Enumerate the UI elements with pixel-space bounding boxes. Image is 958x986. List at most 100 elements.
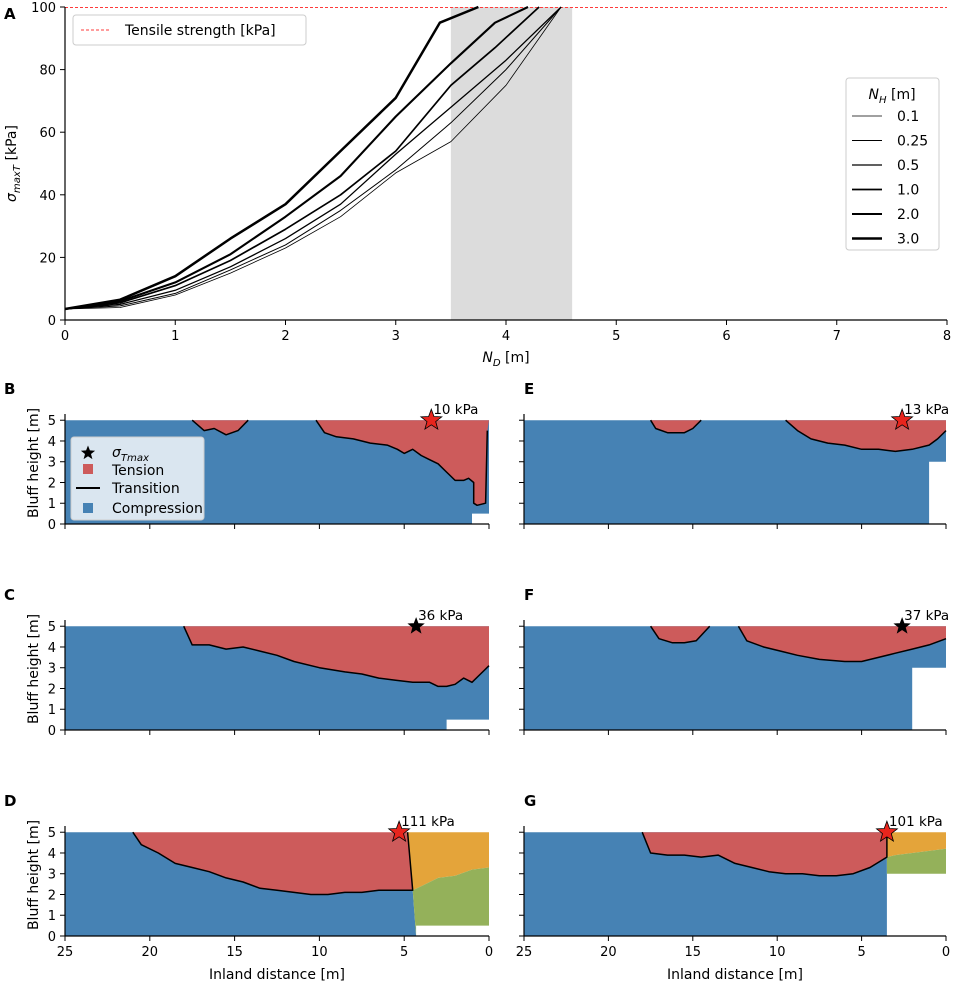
transition-green-region	[412, 867, 489, 936]
x-tick-label: 5	[400, 945, 408, 960]
x-tick-label: 5	[857, 945, 865, 960]
transition-orange-region	[886, 832, 946, 858]
tension-region	[650, 626, 710, 643]
transition-line	[641, 831, 888, 877]
panel-letter-d: D	[4, 792, 16, 810]
sigma-max-star	[419, 408, 443, 431]
x-tick-label: 0	[485, 945, 493, 960]
stress-annotation: 10 kPa	[433, 402, 478, 418]
panel-letter-g: G	[524, 792, 536, 810]
y-axis-label: Bluff height [m]	[26, 820, 42, 930]
failure-band	[450, 7, 573, 320]
series-line-0.5	[64, 6, 562, 310]
y-tick-label: 3	[48, 868, 56, 883]
x-tick-label: 15	[226, 945, 243, 960]
transition-green-region	[886, 848, 946, 874]
panel-c: 0 1 2 3 4 5 Bluff height [m] C 36 kPa	[4, 586, 490, 739]
legend-sigma-label: σTmax	[112, 445, 150, 464]
nh-legend-label: 0.25	[897, 134, 928, 150]
x-tick-label: 15	[685, 945, 702, 960]
stress-annotation: 111 kPa	[401, 814, 455, 830]
transition-line	[649, 419, 702, 434]
nh-legend-title: NH [m]	[868, 87, 915, 106]
x-tick-label: 20	[142, 945, 159, 960]
y-axis-label: Bluff height [m]	[26, 408, 42, 518]
sigma-max-star	[893, 617, 911, 634]
transition-line	[315, 419, 489, 507]
y-tick-label: 40	[39, 189, 56, 204]
legend-compression-swatch	[83, 503, 93, 513]
tension-region	[183, 626, 489, 687]
y-tick-label: 2	[48, 682, 56, 697]
compression-region	[524, 420, 946, 524]
y-tick-label: 0	[48, 724, 56, 739]
sigma-max-star	[407, 617, 425, 634]
panel-letter-a: A	[4, 5, 16, 23]
y-tick-label: 100	[31, 1, 56, 16]
x-tick-label: 25	[516, 945, 533, 960]
transition-line	[191, 419, 249, 436]
x-axis-label: Inland distance [m]	[209, 967, 345, 983]
y-axis-label: σmaxT [kPa]	[4, 125, 23, 202]
panel-letter-f: F	[524, 586, 534, 604]
y-tick-label: 3	[48, 456, 56, 471]
x-axis-label: Inland distance [m]	[667, 967, 803, 983]
x-tick-label: 20	[600, 945, 617, 960]
region-legend-box	[70, 436, 205, 521]
tension-region	[316, 420, 489, 506]
panel-g: 25 20 15 10 5 0 Inland distance [m] G 101 kPa	[516, 792, 950, 983]
x-axis-label: ND [m]	[482, 350, 529, 369]
panel-f: F 37 kPa	[519, 586, 949, 735]
x-tick-label: 6	[722, 329, 730, 344]
y-tick-label: 5	[48, 826, 56, 841]
sigma-max-star	[890, 408, 914, 431]
nh-legend-box	[845, 77, 940, 251]
legend-transition-label: Transition	[111, 481, 180, 497]
sigma-max-star	[875, 820, 899, 843]
legend-compression-label: Compression	[112, 501, 203, 517]
stress-annotation: 36 kPa	[418, 608, 463, 624]
x-tick-label: 0	[942, 945, 950, 960]
y-tick-label: 4	[48, 435, 56, 450]
x-tick-label: 7	[833, 329, 841, 344]
sigma-max-star	[387, 820, 411, 843]
transition-line	[183, 625, 490, 688]
y-axis-label: Bluff height [m]	[26, 614, 42, 724]
x-tick-label: 2	[281, 329, 289, 344]
x-tick-label: 3	[392, 329, 400, 344]
compression-region	[65, 832, 417, 936]
x-tick-label: 5	[612, 329, 620, 344]
series-line-1.0	[64, 6, 540, 310]
transition-line	[785, 419, 947, 453]
transition-line	[132, 831, 414, 896]
panel-letter-b: B	[4, 380, 15, 398]
transition-line	[737, 625, 947, 663]
transition-orange-region	[407, 832, 489, 891]
y-tick-label: 1	[48, 909, 56, 924]
stress-annotation: 101 kPa	[889, 814, 943, 830]
y-tick-label: 80	[39, 64, 56, 79]
x-tick-label: 10	[769, 945, 786, 960]
stress-annotation: 37 kPa	[904, 608, 949, 624]
x-tick-label: 1	[171, 329, 179, 344]
y-tick-label: 0	[48, 314, 56, 329]
y-tick-label: 60	[39, 126, 56, 141]
series-line-3.0	[64, 5, 479, 311]
nh-legend-label: 1.0	[897, 183, 919, 199]
panel-letter-c: C	[4, 586, 15, 604]
tension-region	[738, 626, 946, 662]
y-tick-label: 2	[48, 888, 56, 903]
series-line-0.25	[64, 6, 562, 310]
y-tick-label: 20	[39, 251, 56, 266]
panel-letter-e: E	[524, 380, 534, 398]
panel-e: E 13 kPa	[519, 380, 949, 529]
x-tick-label: 25	[57, 945, 74, 960]
series-line-0.1	[64, 6, 562, 310]
x-tick-label: 10	[311, 945, 328, 960]
legend-star-swatch	[80, 445, 96, 460]
y-tick-label: 5	[48, 620, 56, 635]
y-tick-label: 2	[48, 476, 56, 491]
nh-legend-label: 0.5	[897, 158, 919, 174]
